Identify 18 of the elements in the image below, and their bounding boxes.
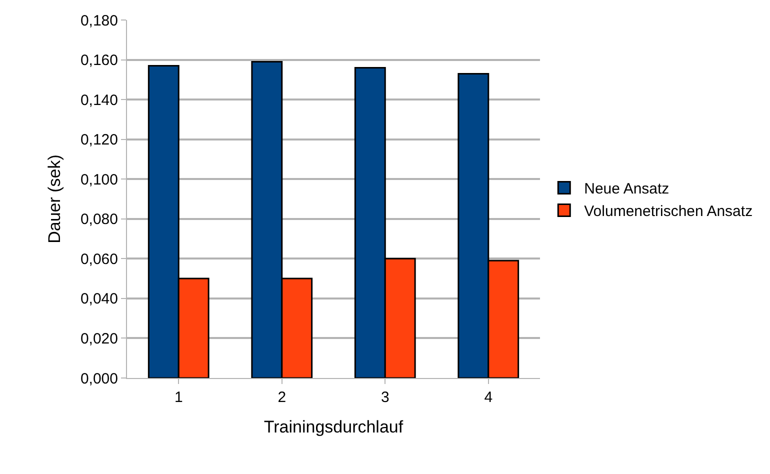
y-tick-label: 0,140 bbox=[80, 92, 118, 109]
x-tick-label: 1 bbox=[174, 389, 183, 406]
y-tick-label: 0,100 bbox=[80, 171, 118, 188]
y-tick-label: 0,060 bbox=[80, 250, 118, 268]
legend-label: Neue Ansatz bbox=[584, 180, 670, 198]
y-tick-label: 0,000 bbox=[80, 370, 118, 388]
x-tick-label: 4 bbox=[484, 389, 493, 406]
x-tick-label: 3 bbox=[380, 389, 390, 406]
y-tick-label: 0,080 bbox=[80, 211, 118, 228]
x-axis-title: Trainingsdurchlauf bbox=[264, 417, 404, 436]
x-tick-label: 2 bbox=[278, 389, 286, 406]
y-tick-label: 0,020 bbox=[80, 330, 118, 348]
y-tick-label: 0,180 bbox=[80, 12, 118, 30]
y-tick-label: 0,160 bbox=[80, 52, 118, 70]
y-tick-label: 0,120 bbox=[80, 132, 118, 149]
y-axis-title: Dauer (sek) bbox=[45, 154, 64, 244]
y-tick-label: 0,040 bbox=[80, 290, 118, 308]
legend-label: Volumenetrischen Ansatz bbox=[584, 203, 753, 220]
